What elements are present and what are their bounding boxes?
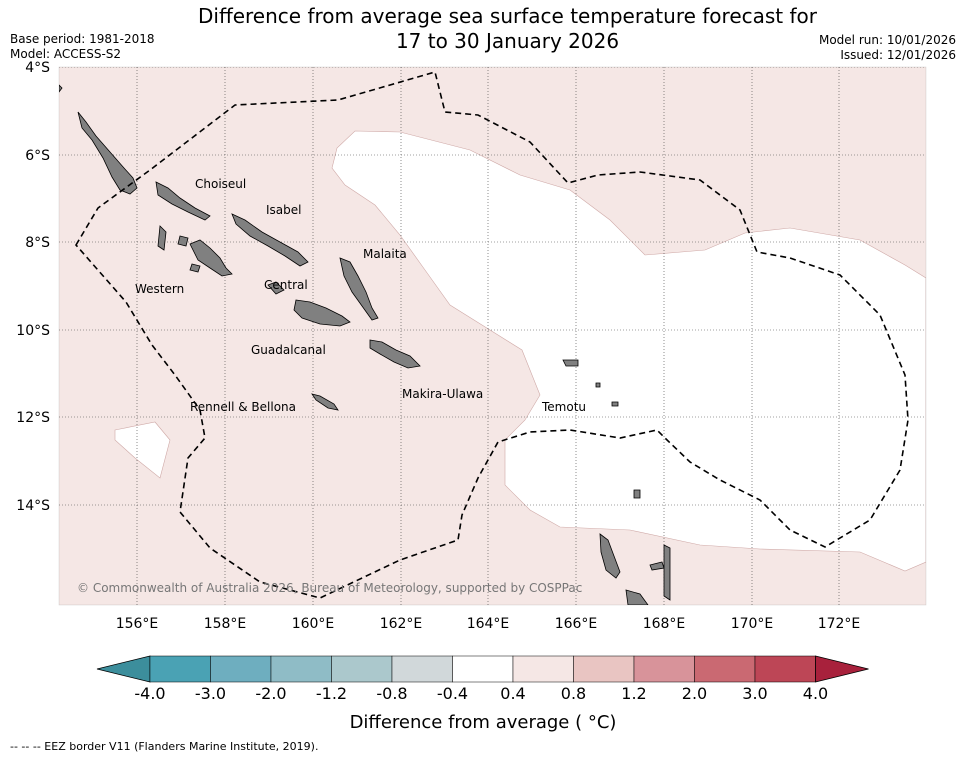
title-line-2: 17 to 30 January 2026 [395,29,620,53]
island-vanuatu-3 [625,589,649,605]
lon-label-156e: 156°E [116,616,159,632]
colorbar-tick-label: -2.0 [255,684,286,703]
island-central [267,281,285,295]
neutral-region-small [114,421,171,479]
colorbar-segment [210,655,272,683]
label-makira-ulawa: Makira-Ulawa [402,387,483,401]
colorbar-tick-label: -0.4 [437,684,468,703]
island-temotu-2 [595,382,601,388]
lat-axis: 4°S 6°S 8°S 10°S 12°S 14°S [16,60,50,514]
graticule [59,67,926,605]
lon-label-158e: 158°E [204,616,247,632]
island-vella [177,235,189,247]
base-period: Base period: 1981-2018 [10,32,155,46]
lon-label-166e: 166°E [555,616,598,632]
island-temotu-1 [562,359,579,367]
label-choiseul: Choiseul [195,177,246,191]
map-title: Difference from average sea surface temp… [180,4,835,54]
colorbar-segment [633,655,695,683]
colorbar-tick-label: 4.0 [803,684,828,703]
map-frame [58,66,927,606]
lon-label-168e: 168°E [643,616,686,632]
lon-label-162e: 162°E [380,616,423,632]
island-western-group [157,225,167,251]
land-masses [59,84,671,605]
model-name: Model: ACCESS-S2 [10,47,122,61]
island-malaita [339,257,379,321]
colorbar-tick-label: 2.0 [682,684,707,703]
label-isabel: Isabel [266,203,301,217]
label-rennell-bellona: Rennell & Bellona [190,400,296,414]
island-vanuatu-4 [663,544,671,601]
island-choiseul-east [155,181,211,221]
island-isabel [231,213,309,267]
colorbar-segment [270,655,332,683]
island-rendova [189,263,201,273]
island-makira [369,339,421,369]
colorbar-extend-high [815,655,869,683]
colorbar-tick-label: 1.2 [621,684,646,703]
colorbar-segment [452,655,514,683]
lon-label-172e: 172°E [818,616,861,632]
island-santa-cruz-small [633,489,641,499]
issued-date: Issued: 12/01/2026 [840,48,956,62]
colorbar-segment [754,655,816,683]
lat-label-12s: 12°S [16,410,50,426]
lon-label-170e: 170°E [731,616,774,632]
colorbar-segment [694,655,756,683]
colorbar-label: Difference from average ( °C) [350,712,617,733]
colorbar-tick-label: 0.8 [561,684,586,703]
lon-label-164e: 164°E [467,616,510,632]
meta-left: Base period: 1981-2018 Model: ACCESS-S2 [10,32,155,62]
colorbar-segment [331,655,393,683]
island-temotu-3 [611,401,619,407]
neutral-region-east [331,130,926,572]
label-guadalcanal: Guadalcanal [251,343,326,357]
colorbar: -4.0 -3.0 -2.0 -1.2 -0.8 -0.4 0.4 0.8 1.2 2.0 3.0 4… [96,655,869,703]
lat-label-6s: 6°S [25,148,50,164]
island-choiseul [77,111,138,195]
eez-border [75,71,909,599]
label-temotu: Temotu [541,400,586,414]
colorbar-tick-label: -3.0 [195,684,226,703]
lon-axis: 156°E 158°E 160°E 162°E 164°E 166°E 168°… [116,616,861,632]
title-line-1: Difference from average sea surface temp… [197,4,817,28]
meta-right: Model run: 10/01/2026 Issued: 12/01/2026 [819,33,956,63]
colorbar-tick-label: -0.8 [376,684,407,703]
island-guadalcanal [293,299,351,327]
model-run: Model run: 10/01/2026 [818,33,956,47]
lat-label-14s: 14°S [16,498,50,514]
lon-label-160e: 160°E [292,616,335,632]
copyright-notice: © Commonwealth of Australia 2026, Bureau… [77,581,582,595]
island-bougainville-tip [59,84,63,93]
colorbar-tick-label: 3.0 [742,684,767,703]
lat-label-4s: 4°S [25,60,50,76]
colorbar-segment [512,655,574,683]
island-vanuatu-1 [599,533,621,579]
colorbar-tick-label: 0.4 [500,684,525,703]
colorbar-segment [573,655,635,683]
lat-label-10s: 10°S [16,323,50,339]
eez-source-note: -- -- -- EEZ border V11 (Flanders Marine… [10,740,319,753]
label-malaita: Malaita [363,247,407,261]
colorbar-tick-label: -1.2 [316,684,347,703]
label-central: Central [264,278,308,292]
lat-label-8s: 8°S [25,235,50,251]
label-western: Western [135,282,184,296]
colorbar-tick-label: -4.0 [134,684,165,703]
island-new-georgia [189,239,233,277]
colorbar-segment [149,655,211,683]
colorbar-segment [391,655,453,683]
colorbar-extend-low [96,655,151,683]
island-rennell [311,393,339,411]
province-labels: Choiseul Isabel Malaita Western Central … [135,177,586,414]
